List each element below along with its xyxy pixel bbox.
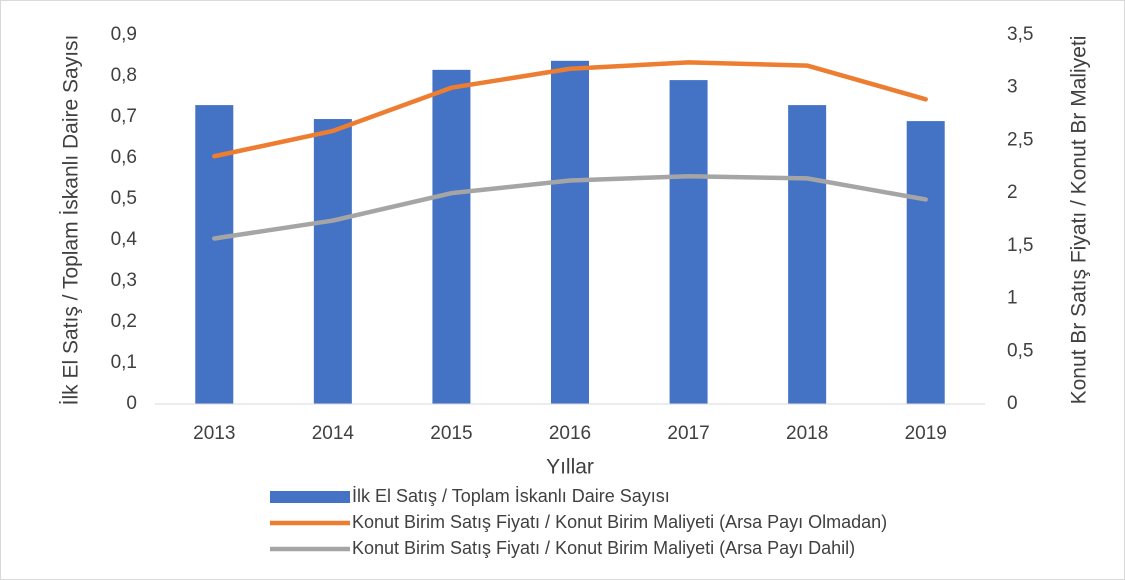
y2-tick-label: 0 — [1007, 393, 1018, 414]
x-tick-label: 2017 — [667, 423, 709, 444]
y-tick-label: 0,6 — [111, 147, 137, 168]
y-tick-label: 0,9 — [111, 24, 137, 45]
y-tick-label: 0,1 — [111, 352, 137, 373]
y-axis-title: İlk El Satış / Toplam İskanlı Daire Sayı… — [60, 35, 83, 406]
y-tick-label: 0 — [126, 393, 137, 414]
legend-label: Konut Birim Satış Fiyatı / Konut Birim M… — [352, 538, 855, 558]
y2-axis-title: Konut Br Satış Fiyatı / Konut Br Maliyet… — [1068, 36, 1091, 405]
y2-tick-label: 2 — [1007, 182, 1018, 203]
x-axis-title: Yıllar — [546, 456, 594, 479]
x-tick-label: 2016 — [549, 423, 591, 444]
x-tick-label: 2019 — [905, 423, 947, 444]
legend-label: İlk El Satış / Toplam İskanlı Daire Sayı… — [352, 486, 670, 506]
bar — [551, 60, 589, 404]
x-tick-label: 2014 — [312, 423, 355, 444]
y-tick-label: 0,8 — [111, 65, 137, 86]
bar — [313, 119, 352, 405]
x-tick-label: 2015 — [430, 423, 472, 444]
y-tick-label: 0,5 — [111, 188, 137, 209]
bar — [669, 80, 708, 404]
y-tick-label: 0,7 — [111, 106, 137, 127]
y2-tick-label: 0,5 — [1007, 340, 1033, 361]
legend-label: Konut Birim Satış Fiyatı / Konut Birim M… — [352, 512, 887, 532]
x-tick-label: 2018 — [786, 423, 828, 444]
y-tick-label: 0,3 — [111, 270, 137, 291]
y-tick-label: 0,4 — [111, 229, 138, 250]
y2-tick-label: 1,5 — [1007, 235, 1033, 256]
bar — [195, 105, 234, 405]
y2-tick-label: 3 — [1007, 77, 1018, 98]
y-tick-label: 0,2 — [111, 311, 137, 332]
bar — [906, 121, 945, 404]
y2-tick-label: 3,5 — [1007, 24, 1033, 45]
line-series — [212, 174, 928, 241]
bar — [788, 105, 827, 405]
legend-swatch — [270, 491, 350, 503]
y2-tick-label: 2,5 — [1007, 129, 1033, 150]
y2-tick-label: 1 — [1007, 288, 1018, 309]
bar — [432, 69, 471, 404]
line-series — [212, 60, 928, 159]
x-tick-label: 2013 — [193, 423, 235, 444]
